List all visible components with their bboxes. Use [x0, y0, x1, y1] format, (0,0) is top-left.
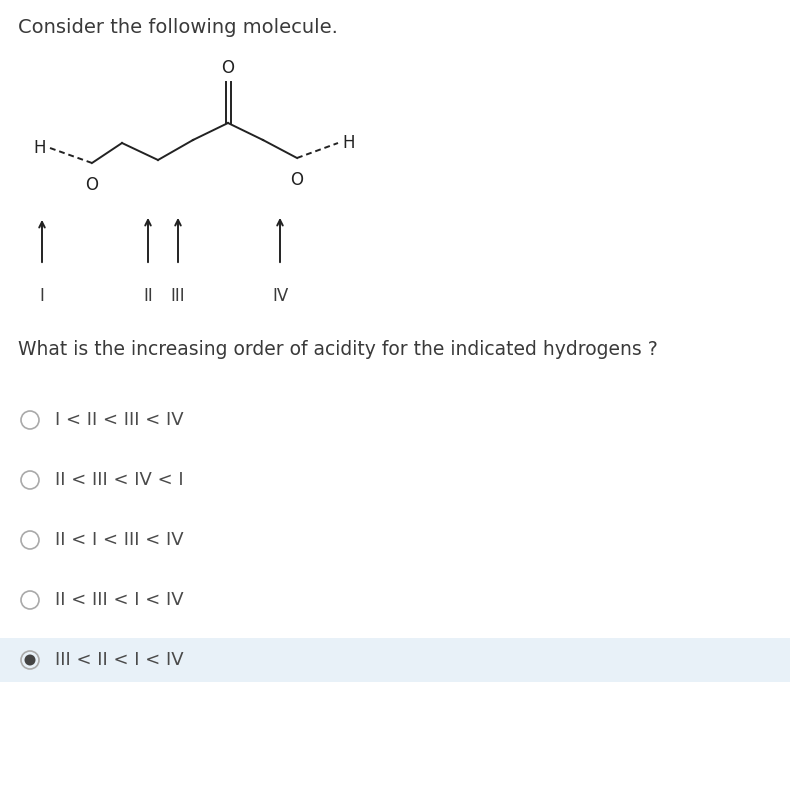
Text: II < I < III < IV: II < I < III < IV [55, 531, 183, 549]
Text: What is the increasing order of acidity for the indicated hydrogens ?: What is the increasing order of acidity … [18, 340, 658, 359]
Text: I: I [40, 287, 44, 305]
Text: II < III < IV < I: II < III < IV < I [55, 471, 183, 489]
Text: I < II < III < IV: I < II < III < IV [55, 411, 183, 429]
Circle shape [24, 654, 36, 666]
Text: II: II [143, 287, 153, 305]
Text: H: H [33, 139, 46, 157]
Text: IV: IV [272, 287, 288, 305]
Text: O: O [85, 176, 99, 194]
Text: II < III < I < IV: II < III < I < IV [55, 591, 183, 609]
FancyBboxPatch shape [0, 638, 790, 682]
Text: III: III [171, 287, 186, 305]
Text: O: O [291, 171, 303, 189]
Text: H: H [342, 134, 355, 152]
Text: O: O [221, 59, 235, 77]
Text: III < II < I < IV: III < II < I < IV [55, 651, 183, 669]
Text: Consider the following molecule.: Consider the following molecule. [18, 18, 338, 37]
